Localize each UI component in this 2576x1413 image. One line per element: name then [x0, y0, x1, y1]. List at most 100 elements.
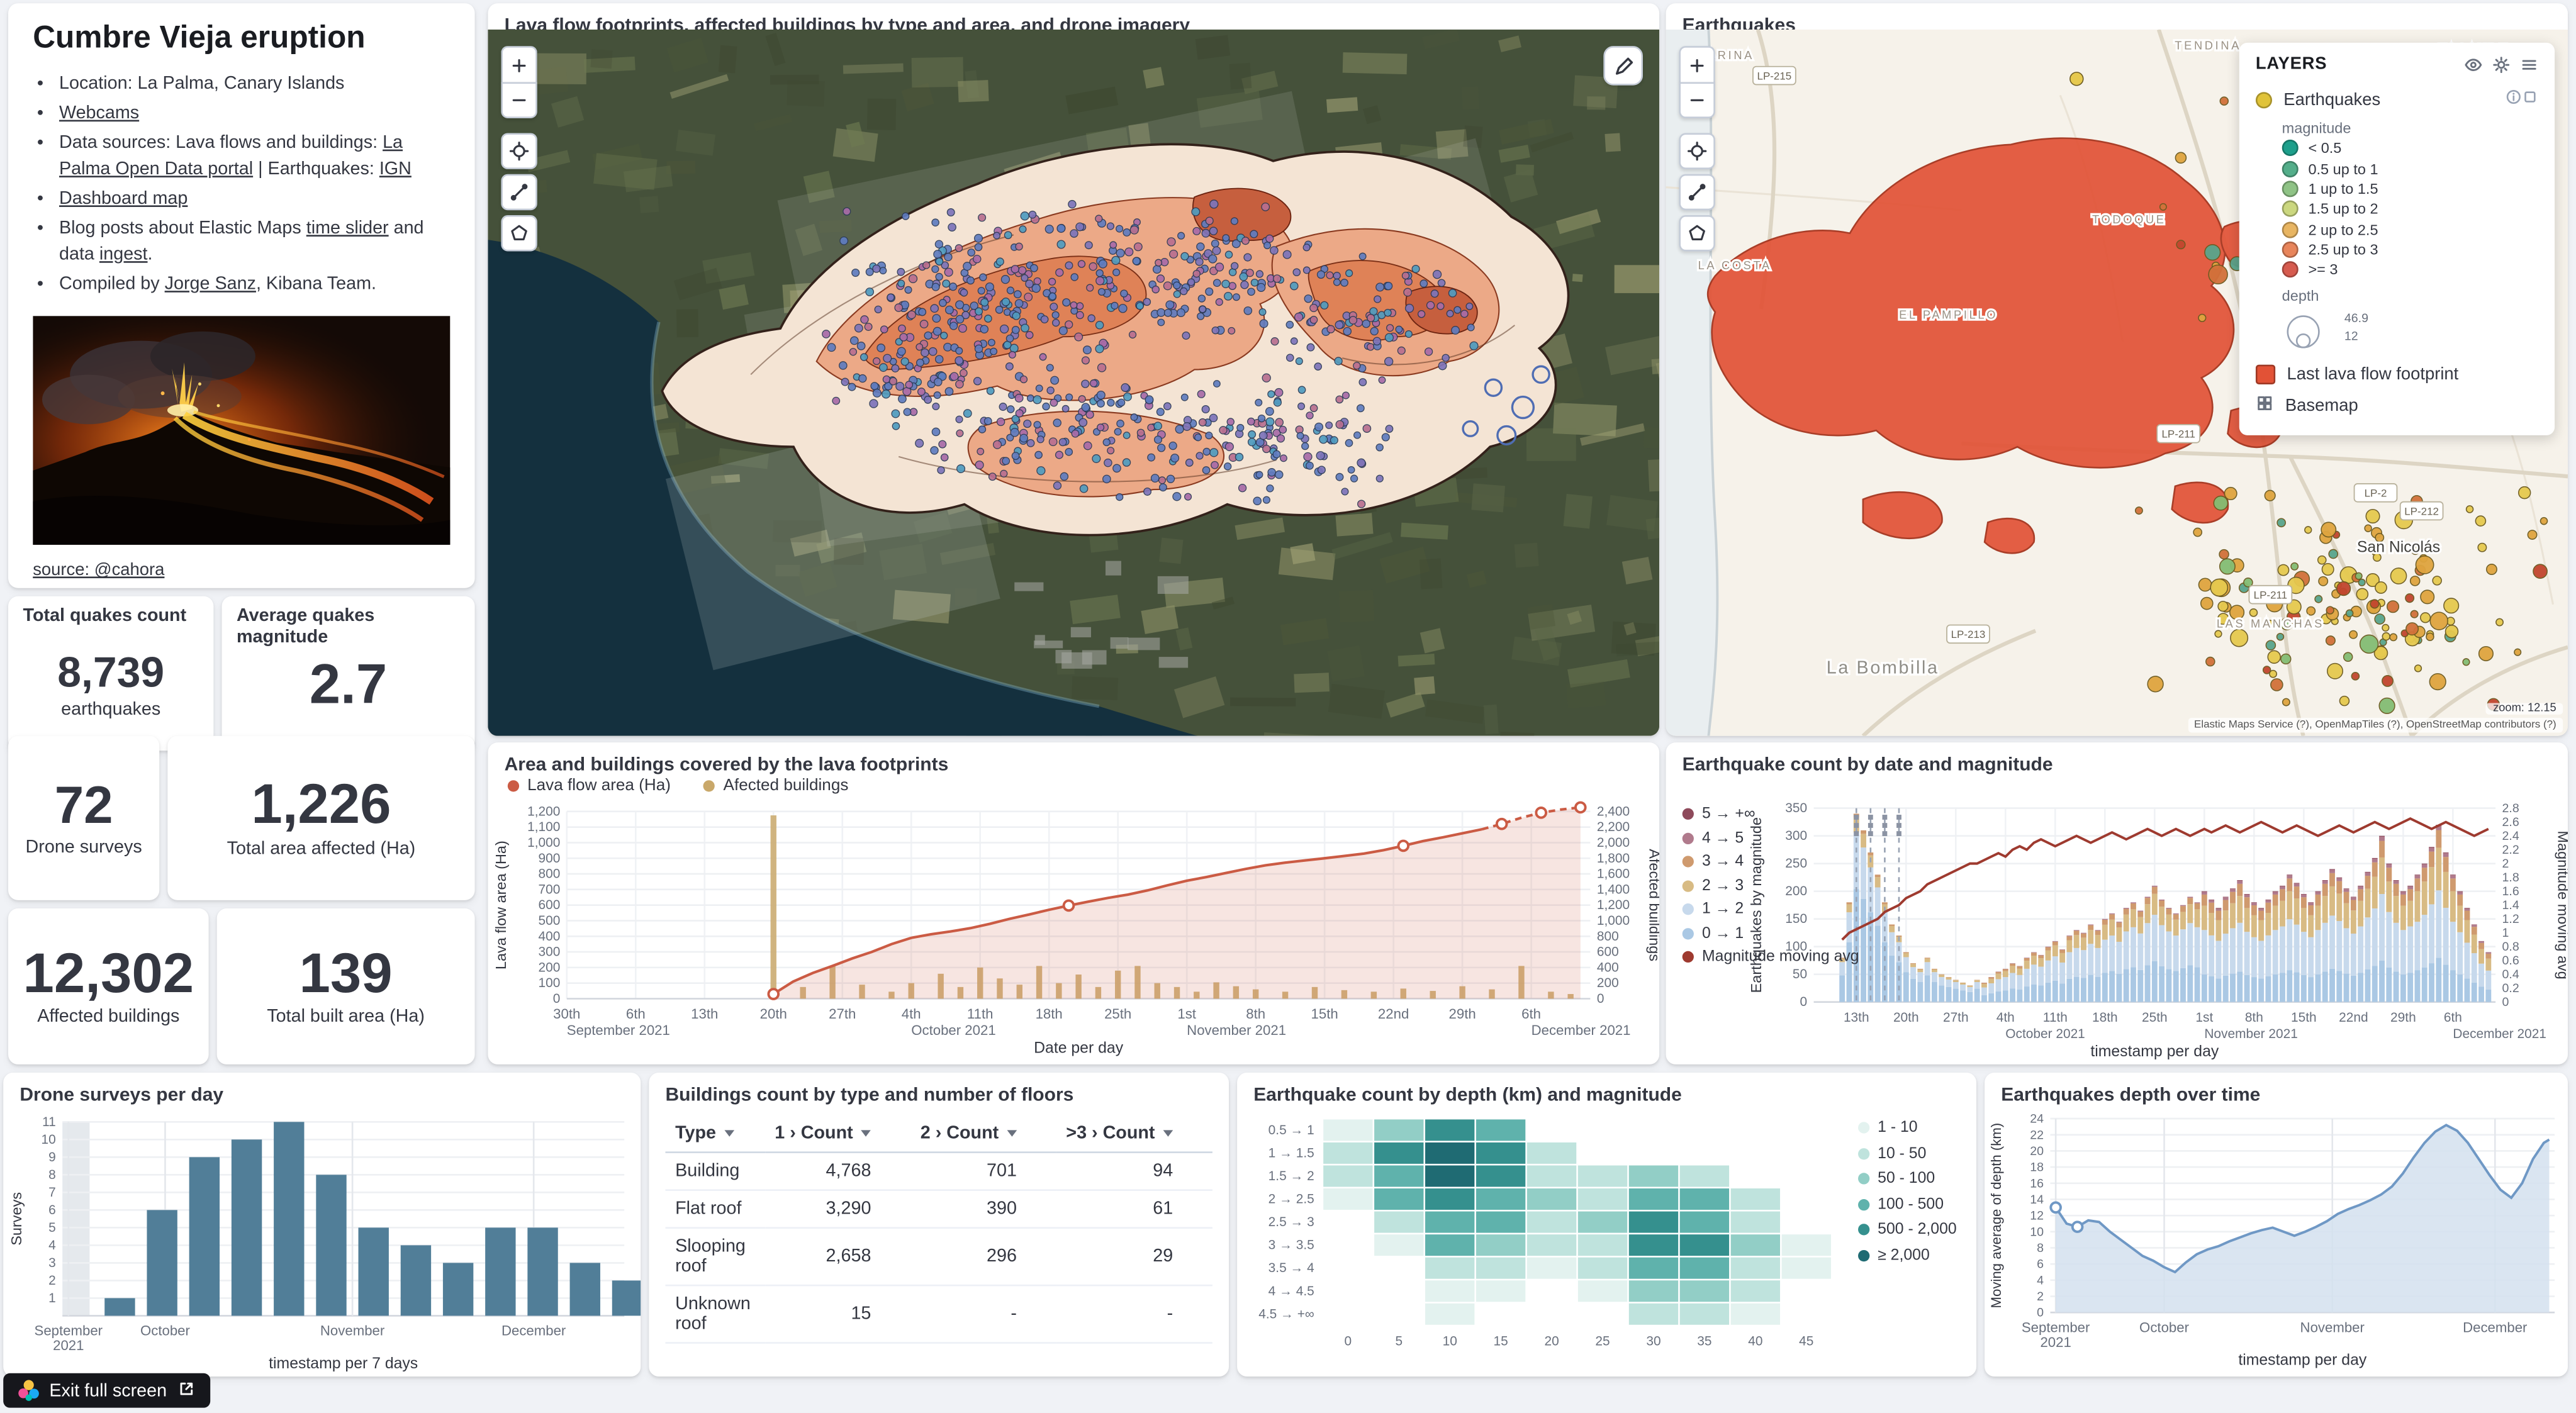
legend-item[interactable]: 1 → 2: [1682, 900, 1859, 919]
svg-text:29th: 29th: [2390, 1010, 2416, 1025]
panel-title[interactable]: Earthquake count by depth (km) and magni…: [1253, 1085, 1682, 1106]
svg-text:November: November: [2300, 1320, 2365, 1336]
metric-title: Total quakes count: [23, 606, 187, 626]
set-view-button[interactable]: [1679, 133, 1715, 169]
intro-bullet: Compiled by Jorge Sanz, Kibana Team.: [59, 272, 450, 298]
intro-link[interactable]: ingest: [99, 244, 148, 264]
cell-type: Unknown roof: [665, 1285, 765, 1344]
svg-text:0: 0: [1345, 1334, 1352, 1348]
cell-count: 61: [1056, 1190, 1212, 1229]
metric-title: Average quakes magnitude: [236, 606, 375, 648]
svg-text:0.5 → 1: 0.5 → 1: [1268, 1123, 1314, 1137]
legend-item[interactable]: 100 - 500: [1857, 1195, 1957, 1213]
svg-text:11th: 11th: [967, 1006, 994, 1022]
panel-title[interactable]: Drone surveys per day: [20, 1085, 224, 1106]
measure-button[interactable]: [1679, 174, 1715, 211]
table-column-header[interactable]: Type: [665, 1115, 765, 1153]
panel-drone-chart: Drone surveys per day 1 2 3 4 5 6 7 8 9 10 11 Septe…: [3, 1072, 641, 1377]
svg-text:6: 6: [48, 1203, 56, 1217]
zoom-out-button[interactable]: [1679, 82, 1715, 118]
lava-swatch-icon: [2255, 364, 2276, 384]
draw-tools-button[interactable]: [1679, 215, 1715, 252]
road-shield: LP-211: [2248, 584, 2293, 605]
cell-count: -: [910, 1285, 1056, 1344]
panel-title[interactable]: Earthquake count by date and magnitude: [1682, 756, 2053, 776]
place-label: TODOQUE: [2092, 213, 2166, 226]
zoom-in-button[interactable]: [501, 46, 537, 82]
svg-text:200: 200: [1785, 884, 1807, 898]
intro-link[interactable]: time slider: [306, 218, 389, 238]
svg-text:2021: 2021: [53, 1338, 84, 1353]
zoom-out-button[interactable]: [501, 82, 537, 118]
map-tools-button[interactable]: [1603, 46, 1643, 86]
intro-link[interactable]: Dashboard map: [59, 189, 188, 209]
image-source-link[interactable]: source: @cahora: [33, 561, 165, 581]
legend-item[interactable]: Magnitude moving avg: [1682, 948, 1859, 966]
panel-intro: Cumbre Vieja eruption Location: La Palma…: [8, 3, 475, 588]
svg-text:September: September: [35, 1323, 103, 1339]
exit-fullscreen-button[interactable]: Exit full screen: [3, 1373, 210, 1408]
table-column-header[interactable]: 1 › Count: [764, 1115, 911, 1153]
layer-item-earthquakes[interactable]: Earthquakes: [2239, 82, 2555, 114]
measure-button[interactable]: [501, 174, 537, 211]
panel-title[interactable]: Area and buildings covered by the lava f…: [504, 756, 949, 776]
svg-text:2.5 → 3: 2.5 → 3: [1268, 1215, 1314, 1229]
legend-item[interactable]: 5 → +∞: [1682, 805, 1859, 823]
depth-over-time-chart[interactable]: 0 2 4 6 8 10 12 14 16 18 20 22 24 September 2021 Octobe…: [1985, 1105, 2568, 1377]
svg-text:500: 500: [539, 913, 561, 928]
svg-text:timestamp per 7 days: timestamp per 7 days: [269, 1355, 418, 1371]
column-menu-caret-icon: [861, 1130, 871, 1137]
svg-text:13th: 13th: [1844, 1010, 1869, 1025]
area-buildings-chart[interactable]: 0 100 200 300 400 500 600 700 800 900 1,000 1,100 1,…: [488, 798, 1659, 1064]
intro-link[interactable]: IGN: [379, 159, 412, 179]
svg-text:15th: 15th: [1311, 1006, 1338, 1022]
legend-item[interactable]: 10 - 50: [1857, 1144, 1957, 1162]
lava-map[interactable]: [488, 29, 1660, 736]
intro-text: Compiled by: [59, 274, 165, 294]
depth-magnitude-heatmap[interactable]: 0.5 → 1 1 → 1.5 1.5 → 2 2 → 2.5 2.5 → 3 3 → 3…: [1237, 1105, 1976, 1377]
panel-title[interactable]: Buildings count by type and number of fl…: [665, 1085, 1074, 1106]
cell-count: 390: [910, 1190, 1056, 1229]
layer-item-lava-footprint[interactable]: Last lava flow footprint: [2239, 357, 2555, 387]
panel-earthquakes-map: Earthquakes LAYERS Earthquakes magnitude…: [1666, 3, 2568, 736]
metric-subtitle: earthquakes: [61, 699, 161, 719]
intro-link[interactable]: La Palma Open Data portal: [59, 133, 403, 179]
metric-card: 12,302 Affected buildings: [8, 908, 209, 1064]
svg-text:20: 20: [1544, 1334, 1559, 1348]
svg-text:20: 20: [2030, 1144, 2044, 1158]
zoom-in-button[interactable]: [1679, 46, 1715, 82]
layer-item-basemap[interactable]: Basemap: [2239, 387, 2555, 420]
exit-icon: [177, 1379, 195, 1402]
earthquakes-map[interactable]: LAYERS Earthquakes magnitude < 0.5 0.5 up…: [1666, 29, 2568, 736]
drone-surveys-chart[interactable]: 1 2 3 4 5 6 7 8 9 10 11 September 2021 October Novembe…: [3, 1105, 641, 1377]
magnitude-label: magnitude: [2282, 120, 2351, 137]
quake-count-chart[interactable]: 0 50 100 150 200 250 300 350 0 0.2 0.4 0.6 0.8 1 1.2 1.…: [1666, 798, 2568, 1064]
legend-item[interactable]: ≥ 2,000: [1857, 1246, 1957, 1264]
legend-item[interactable]: 3 → 4: [1682, 852, 1859, 871]
svg-text:October 2021: October 2021: [911, 1022, 995, 1038]
table-column-header[interactable]: 2 › Count: [910, 1115, 1056, 1153]
legend-item[interactable]: 4 → 5: [1682, 829, 1859, 847]
draw-tools-button[interactable]: [501, 215, 537, 252]
svg-text:400: 400: [539, 929, 561, 944]
svg-text:0: 0: [1800, 995, 1807, 1009]
svg-text:30: 30: [1646, 1334, 1660, 1348]
legend-item[interactable]: 0 → 1: [1682, 924, 1859, 942]
place-label: La Bombilla: [1827, 658, 1939, 678]
legend-item[interactable]: 500 - 2,000: [1857, 1220, 1957, 1239]
legend-item[interactable]: 50 - 100: [1857, 1170, 1957, 1188]
metric-value: 12,302: [23, 942, 194, 1005]
legend-item[interactable]: 2 → 3: [1682, 876, 1859, 895]
table-column-header[interactable]: >3 › Count: [1056, 1115, 1212, 1153]
metric-card: 139 Total built area (Ha): [216, 908, 475, 1064]
legend-item[interactable]: Lava flow area (Ha): [507, 777, 671, 795]
panel-title[interactable]: Earthquakes depth over time: [2001, 1085, 2261, 1106]
set-view-button[interactable]: [501, 133, 537, 169]
legend-item[interactable]: 1 - 10: [1857, 1119, 1957, 1137]
intro-link[interactable]: Jorge Sanz: [164, 274, 256, 294]
svg-text:1.5 → 2: 1.5 → 2: [1268, 1169, 1314, 1183]
intro-link[interactable]: Webcams: [59, 103, 140, 124]
svg-text:December 2021: December 2021: [1532, 1022, 1631, 1038]
legend-item[interactable]: Afected buildings: [703, 777, 848, 795]
building-dots-layer[interactable]: [822, 199, 1550, 508]
